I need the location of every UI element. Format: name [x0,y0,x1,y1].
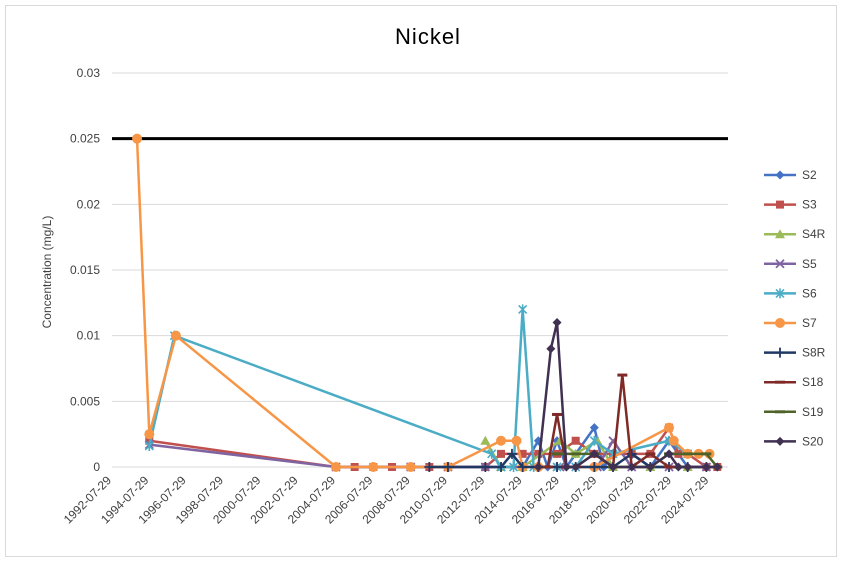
legend-swatch-marker [775,288,785,299]
data-point-s20 [673,462,683,472]
data-point-s3 [571,436,580,445]
legend-swatch-marker [775,347,785,358]
legend-item-s6: S6 [764,286,817,300]
data-point-s8r [442,462,453,472]
gridlines [112,72,728,468]
y-tick-label: 0.01 [77,329,101,343]
data-point-s20 [552,318,562,328]
data-point-s6 [518,304,528,315]
data-point-s2 [589,423,599,433]
legend-item-s7: S7 [764,316,817,330]
data-point-s8r [480,462,491,472]
y-tick-label: 0 [93,460,100,474]
data-point-s8r [589,462,600,472]
legend-swatch-marker [775,229,785,239]
data-point-s20 [608,462,618,472]
data-point-s20 [533,462,543,472]
data-point-s20 [571,462,581,472]
data-point-s7 [170,330,181,341]
legend-label: S6 [802,286,817,300]
series-line-s7 [135,138,710,469]
legend: S2 S3 S4R S5 S6 S7 S8R S18 S19 S20 [764,168,826,448]
legend-label: S2 [802,168,817,182]
data-point-s8r [506,448,517,459]
y-tick-labels: 0 0.005 0.01 0.015 0.02 0.025 0.03 [70,66,100,474]
data-point-s3 [518,449,527,458]
data-point-s20 [712,462,722,472]
legend-item-s3: S3 [764,198,817,212]
data-point-s6 [487,448,497,459]
legend-item-s2: S2 [764,168,817,182]
data-point-s7 [144,429,155,440]
legend-label: S7 [802,316,817,330]
y-tick-label: 0.03 [77,66,101,80]
data-point-s6 [144,440,154,451]
data-point-s3 [497,449,506,458]
legend-swatch-marker [776,200,784,209]
legend-item-s20: S20 [764,434,824,448]
y-tick-label: 0.02 [77,197,101,211]
data-point-s8r [496,462,507,472]
data-point-s4r [480,435,491,445]
data-point-s3 [534,449,543,458]
data-point-s8r [424,462,435,472]
legend-label: S4R [802,227,826,241]
series-layer [132,133,723,472]
data-point-s7 [405,462,416,472]
y-tick-label: 0.005 [70,394,100,408]
legend-item-s4r: S4R [764,227,826,241]
chart-title: Nickel [395,24,461,49]
data-point-s7 [664,422,675,433]
data-point-s20 [546,344,556,354]
legend-swatch-marker [775,436,785,446]
data-point-s8r [517,462,528,472]
data-point-s6 [508,462,519,472]
legend-label: S8R [802,346,826,360]
legend-item-s19: S19 [764,405,824,419]
data-point-s20 [561,462,571,472]
data-point-s20 [664,449,674,459]
legend-item-s18: S18 [764,375,824,389]
legend-item-s8r: S8R [764,346,826,360]
data-point-s20 [683,462,693,472]
y-axis-label: Concentration (mg/L) [40,216,54,329]
legend-label: S19 [802,405,824,419]
y-tick-label: 0.025 [70,132,100,146]
data-point-s6 [589,435,599,446]
data-point-s7 [496,435,507,446]
data-point-s20 [589,449,599,459]
y-tick-label: 0.015 [70,263,100,277]
legend-label: S3 [802,198,817,212]
series-s20 [533,318,722,472]
data-point-s7 [368,462,379,472]
data-point-s7 [331,462,342,472]
legend-swatch-marker [775,318,785,328]
data-point-s7 [132,133,143,144]
data-point-s20 [627,462,637,472]
legend-label: S18 [802,375,824,389]
data-point-s20 [701,462,711,472]
x-tick-labels: 1992-07-291994-07-291996-07-291998-07-29… [61,473,712,527]
data-point-s20 [645,462,655,472]
legend-swatch-marker [775,259,785,269]
legend-label: S20 [802,434,824,448]
data-point-s8r [552,462,563,472]
legend-swatch-marker [775,170,785,180]
legend-item-s5: S5 [764,257,817,271]
data-point-s7 [668,435,679,446]
series-line-s6 [148,308,689,469]
data-point-s7 [511,435,522,446]
series-line-s20 [537,321,718,469]
legend-label: S5 [802,257,817,271]
